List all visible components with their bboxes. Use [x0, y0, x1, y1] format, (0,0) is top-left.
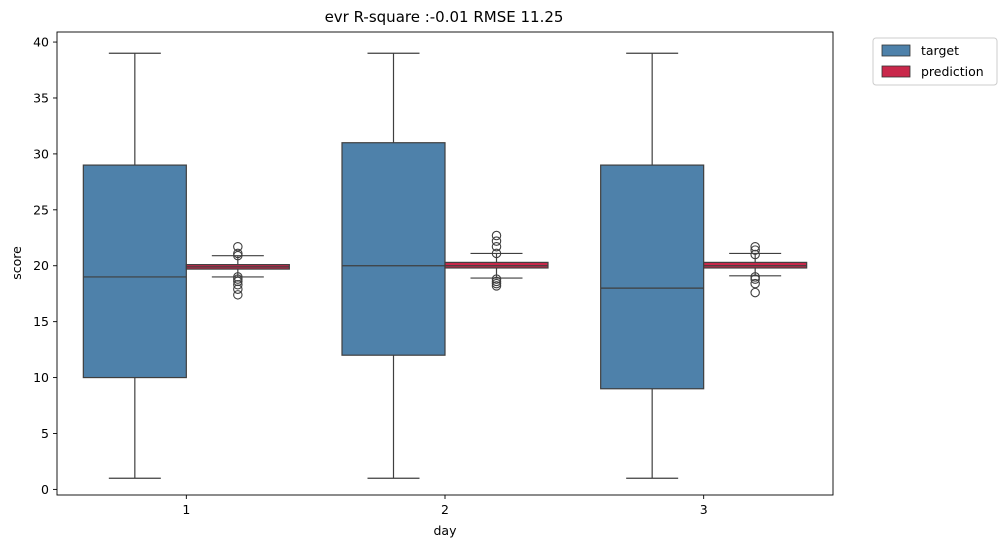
y-tick-label: 10 — [33, 370, 49, 385]
y-axis-label: score — [9, 246, 24, 280]
outlier-point — [233, 284, 243, 294]
x-tick-label: 3 — [700, 502, 708, 517]
outlier-point — [750, 274, 760, 284]
box-body — [341, 142, 446, 356]
outlier-point — [491, 236, 502, 246]
outlier-point — [233, 250, 243, 261]
box-body — [600, 164, 705, 390]
x-tick-label: 1 — [182, 502, 190, 517]
y-tick-label: 0 — [41, 482, 49, 497]
legend-label-prediction: prediction — [921, 64, 984, 79]
legend-swatch-target — [881, 44, 911, 57]
y-tick-label: 5 — [41, 426, 49, 441]
y-tick-label: 25 — [33, 202, 49, 217]
outlier-point — [491, 274, 502, 284]
outlier-point — [233, 276, 243, 287]
outlier-point — [750, 245, 760, 255]
box-body — [82, 164, 187, 379]
outlier-point — [750, 287, 760, 298]
box-prediction-day-3 — [703, 241, 808, 298]
outlier-point — [491, 276, 502, 287]
plot-frame — [56, 31, 834, 496]
box-target-day-3 — [600, 52, 705, 479]
y-tick-label: 15 — [33, 314, 49, 329]
legend-label-target: target — [921, 43, 959, 58]
outlier-point — [233, 290, 243, 300]
outlier-point — [491, 248, 502, 259]
box-target-day-1 — [82, 52, 187, 479]
chart-title: evr R-square :-0.01 RMSE 11.25 — [325, 8, 564, 26]
legend: target prediction — [872, 37, 998, 86]
outlier-point — [491, 230, 502, 241]
y-tick-label: 40 — [33, 35, 49, 50]
y-tick-label: 30 — [33, 146, 49, 161]
box-prediction-day-1 — [185, 241, 290, 300]
x-axis-label: day — [434, 523, 458, 538]
legend-swatch-prediction — [881, 65, 911, 78]
outlier-point — [750, 241, 760, 252]
outlier-point — [233, 279, 243, 290]
outlier-point — [750, 249, 760, 260]
outlier-point — [491, 281, 502, 291]
x-tick-label: 2 — [441, 502, 449, 517]
y-tick-label: 35 — [33, 90, 49, 105]
plot-area: 0 5 10 15 20 25 30 35 40 1 2 3 — [33, 35, 808, 517]
outlier-point — [233, 272, 243, 282]
box-target-day-2 — [341, 52, 446, 479]
outlier-point — [233, 274, 243, 284]
y-tick-label: 20 — [33, 258, 49, 273]
outlier-point — [491, 241, 502, 252]
outlier-point — [233, 248, 243, 259]
outlier-point — [750, 272, 760, 282]
outlier-point — [491, 278, 502, 289]
box-prediction-day-2 — [444, 230, 549, 291]
